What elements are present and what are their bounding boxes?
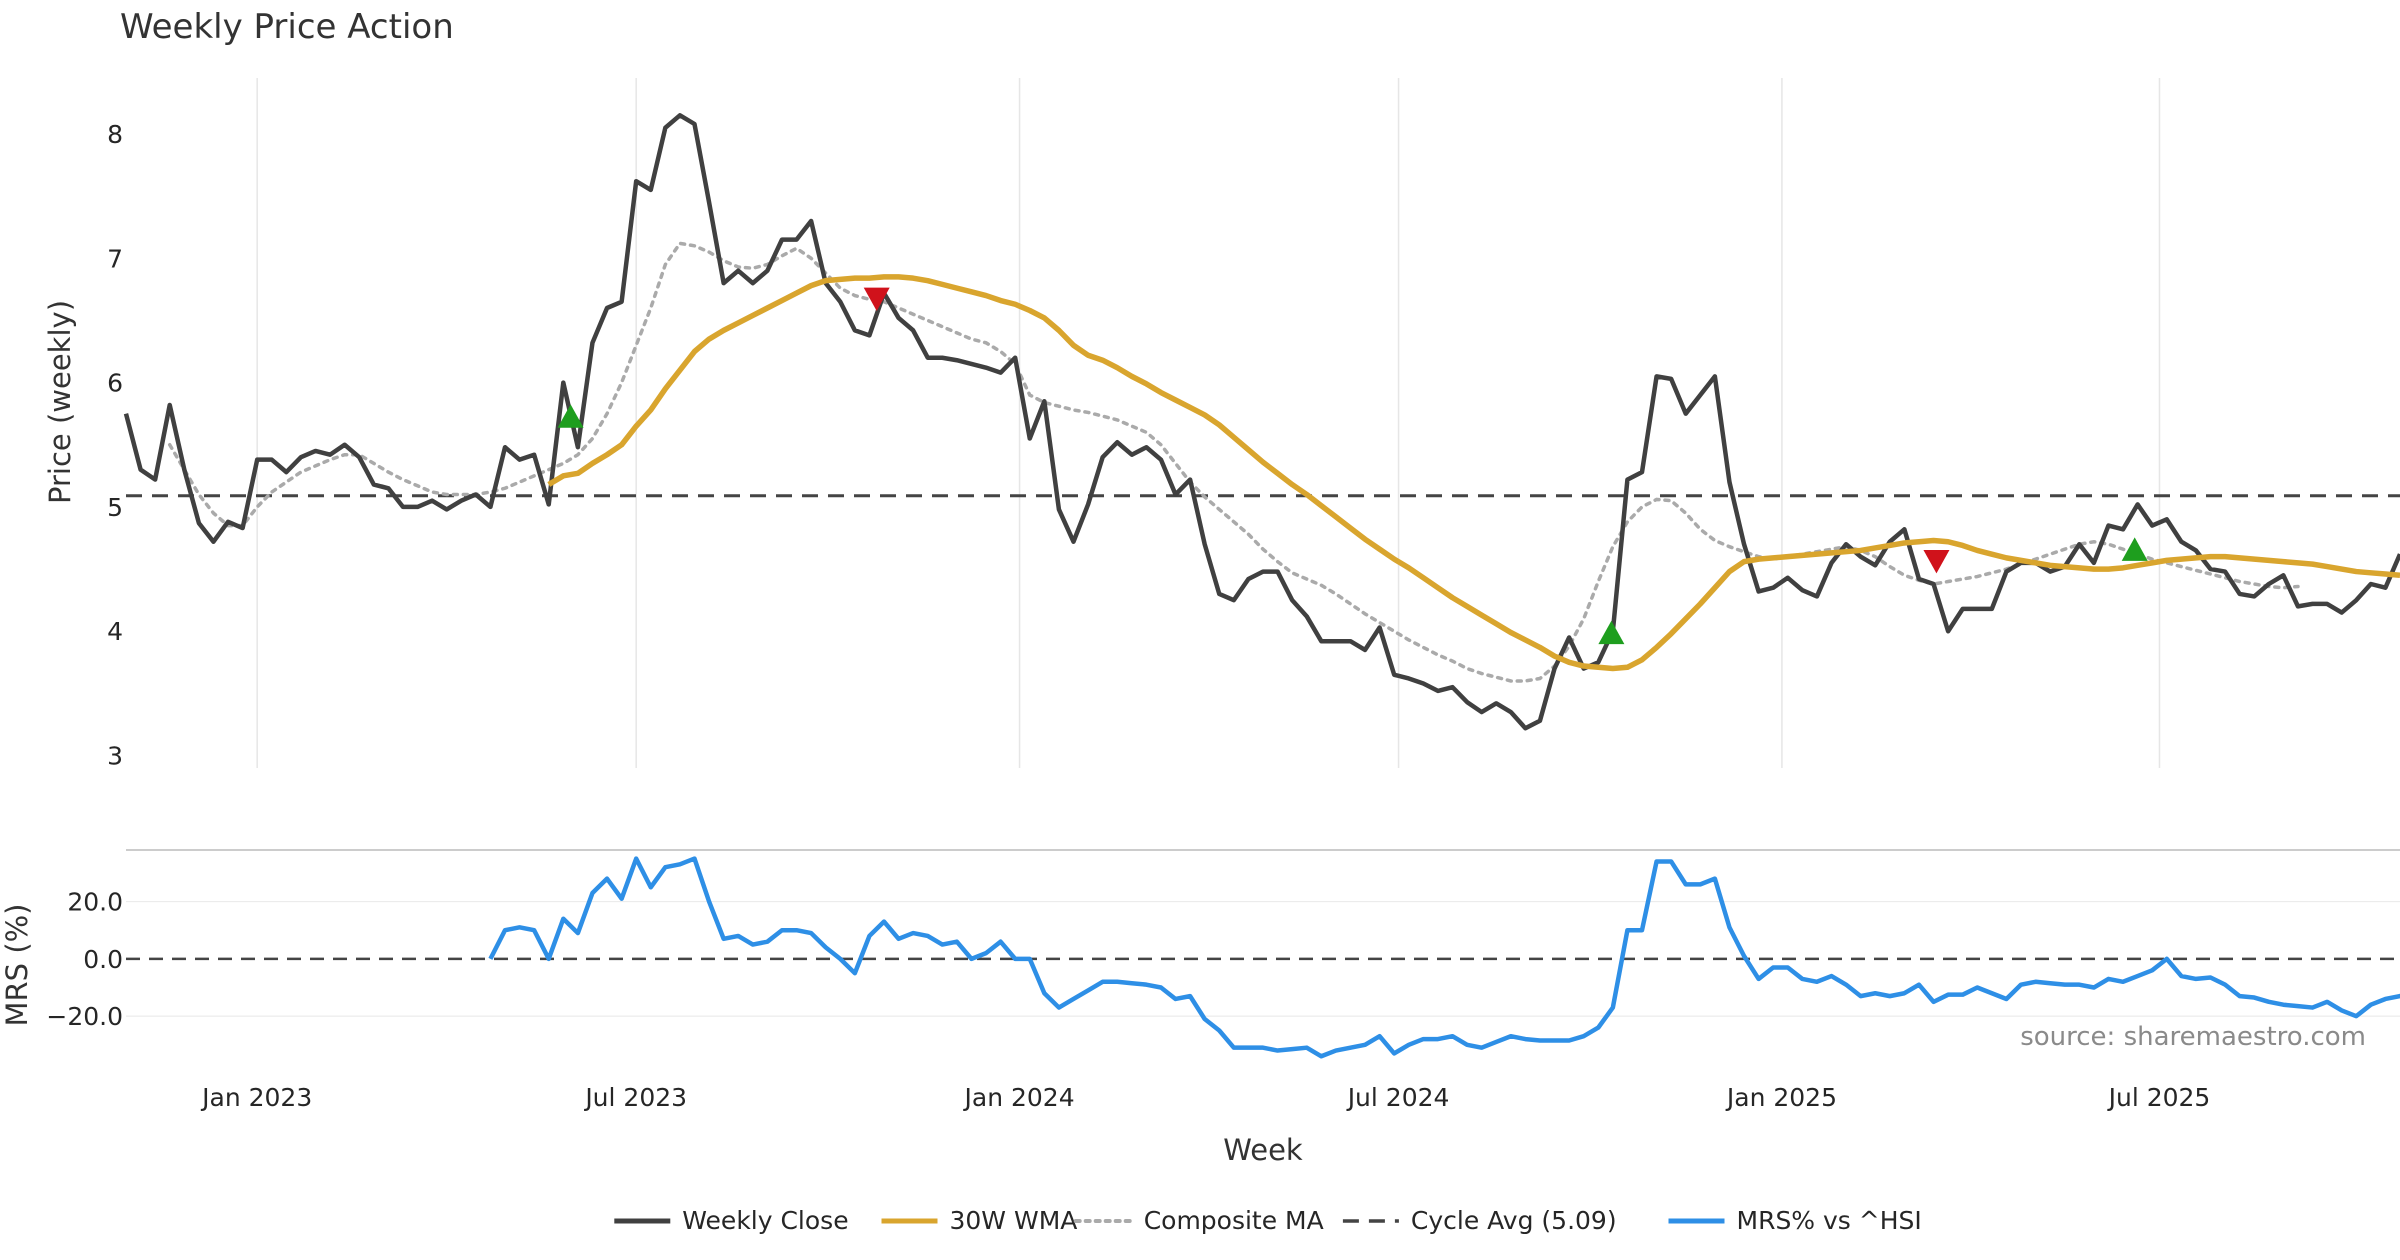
reference-lines (126, 494, 2400, 961)
mrs-y-tick-label: 20.0 (67, 888, 123, 917)
signal-markers (557, 287, 2148, 645)
x-tick-label: Jan 2025 (1725, 1083, 1837, 1112)
wma-30w-line (547, 274, 2400, 672)
legend-label: Cycle Avg (5.09) (1411, 1206, 1617, 1235)
price-y-tick-label: 3 (107, 742, 123, 771)
sell-signal-marker (1923, 549, 1950, 574)
legend-item: MRS% vs ^HSI (1668, 1206, 1922, 1235)
buy-signal-marker (2121, 537, 2148, 561)
price-y-tick-label: 8 (107, 120, 123, 149)
series-layer (123, 113, 2400, 1059)
price-y-axis-title: Price (weekly) (43, 300, 77, 504)
price-y-tick-label: 5 (107, 493, 123, 522)
source-annotation: source: sharemaestro.com (2020, 1022, 2366, 1052)
legend-item: 30W WMA (881, 1206, 1078, 1235)
mrs-y-tick-label: −20.0 (46, 1002, 123, 1031)
x-tick-label: Jan 2023 (200, 1083, 312, 1112)
price-y-tick-label: 7 (107, 244, 123, 273)
legend: Weekly Close 30W WMA Composite MA Cycle Avg… (614, 1206, 1922, 1235)
x-tick-label: Jul 2024 (1346, 1083, 1450, 1112)
legend-label: MRS% vs ^HSI (1737, 1206, 1922, 1235)
sell-signal-marker (863, 287, 890, 312)
x-axis-title: Week (1223, 1133, 1303, 1167)
x-tick-label: Jul 2025 (2107, 1083, 2211, 1112)
price-y-tick-label: 6 (107, 369, 123, 398)
legend-item: Composite MA (1073, 1206, 1324, 1235)
legend-item: Cycle Avg (5.09) (1342, 1206, 1617, 1235)
buy-signal-marker (1598, 620, 1625, 645)
legend-label: Weekly Close (682, 1206, 848, 1235)
buy-signal-marker (557, 404, 584, 428)
legend-label: Composite MA (1144, 1206, 1324, 1235)
mrs-y-axis-title: MRS (%) (0, 904, 34, 1027)
chart-title: Weekly Price Action (120, 7, 454, 47)
mrs-y-tick-label: 0.0 (83, 945, 123, 974)
tick-labels: 3 4 5 6 7 8 20.0 0.0 −20.0 Jan 2023 Jul 2023 Jan 20… (46, 120, 2210, 1112)
composite-ma-line (167, 241, 2300, 683)
x-tick-label: Jul 2023 (583, 1083, 687, 1112)
legend-item: Weekly Close (614, 1206, 849, 1235)
x-tick-label: Jan 2024 (963, 1083, 1075, 1112)
price-y-tick-label: 4 (107, 617, 123, 646)
mrs-line (488, 856, 2400, 1059)
legend-label: 30W WMA (950, 1206, 1078, 1235)
